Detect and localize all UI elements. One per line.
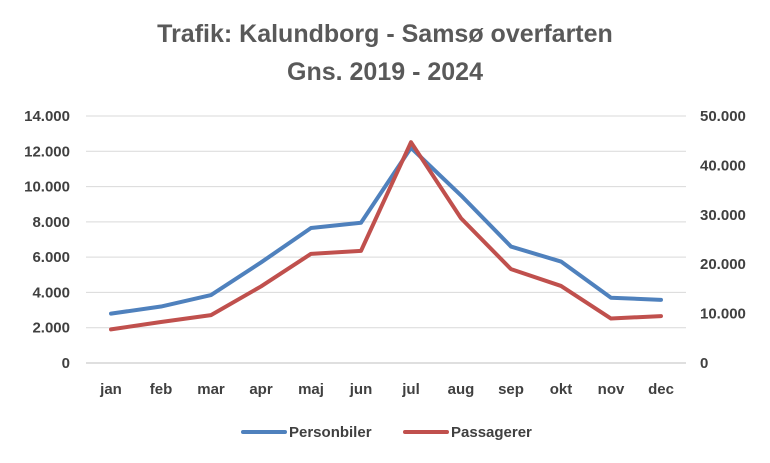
x-tick-label: dec bbox=[648, 381, 674, 398]
x-tick-label: mar bbox=[197, 381, 225, 398]
x-tick-label: okt bbox=[550, 381, 573, 398]
y-left-tick-label: 10.000 bbox=[24, 179, 70, 196]
x-tick-label: sep bbox=[498, 381, 524, 398]
chart-title: Trafik: Kalundborg - Samsø overfarten bbox=[157, 20, 613, 48]
series-line-passagerer bbox=[109, 140, 663, 332]
x-tick-label: feb bbox=[150, 381, 173, 398]
y-left-tick-label: 6.000 bbox=[32, 249, 70, 266]
x-tick-label: maj bbox=[298, 381, 324, 398]
y-left-tick-label: 8.000 bbox=[32, 214, 70, 231]
x-tick-label: aug bbox=[448, 381, 475, 398]
x-tick-label: nov bbox=[598, 381, 625, 398]
legend-label: Personbiler bbox=[289, 424, 372, 441]
y-left-tick-label: 12.000 bbox=[24, 143, 70, 160]
y-right-tick-label: 50.000 bbox=[700, 108, 746, 125]
x-tick-label: apr bbox=[249, 381, 273, 398]
y-right-tick-label: 20.000 bbox=[700, 256, 746, 273]
x-tick-label: jun bbox=[349, 381, 373, 398]
y-right-tick-label: 10.000 bbox=[700, 306, 746, 323]
chart-subtitle: Gns. 2019 - 2024 bbox=[287, 58, 483, 86]
y-right-tick-label: 40.000 bbox=[700, 157, 746, 174]
legend-label: Passagerer bbox=[451, 424, 532, 441]
y-left-tick-label: 2.000 bbox=[32, 320, 70, 337]
y-left-tick-label: 4.000 bbox=[32, 284, 70, 301]
y-left-tick-label: 14.000 bbox=[24, 108, 70, 125]
x-tick-label: jul bbox=[401, 381, 420, 398]
series-line-personbiler bbox=[109, 145, 663, 316]
y-left-tick-label: 0 bbox=[62, 355, 70, 372]
y-right-tick-label: 30.000 bbox=[700, 207, 746, 224]
x-tick-label: jan bbox=[99, 381, 122, 398]
y-right-tick-label: 0 bbox=[700, 355, 708, 372]
